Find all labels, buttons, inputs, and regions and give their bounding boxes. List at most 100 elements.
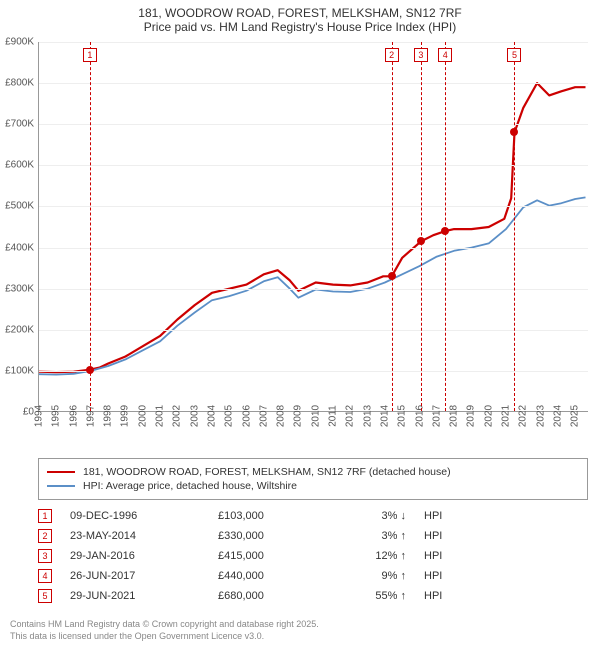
xtick-label: 2006	[241, 405, 252, 427]
sale-point	[388, 272, 396, 280]
gridline-h	[39, 206, 588, 207]
event-marker: 4	[438, 48, 452, 62]
legend-label-hpi: HPI: Average price, detached house, Wilt…	[83, 480, 297, 492]
xtick-label: 1998	[103, 405, 114, 427]
event-marker: 1	[83, 48, 97, 62]
event-marker: 5	[507, 48, 521, 62]
legend-swatch-hpi	[47, 485, 75, 487]
event-hpi-label: HPI	[424, 510, 454, 522]
xtick-label: 2005	[224, 405, 235, 427]
xtick-label: 2007	[258, 405, 269, 427]
xtick-label: 1996	[68, 405, 79, 427]
gridline-h	[39, 289, 588, 290]
event-row: 426-JUN-2017£440,0009% ↑HPI	[38, 566, 588, 586]
event-date: 09-DEC-1996	[70, 510, 200, 522]
xtick-label: 2017	[431, 405, 442, 427]
xtick-label: 2021	[500, 405, 511, 427]
chart-plot-area: £0£100K£200K£300K£400K£500K£600K£700K£80…	[38, 42, 588, 412]
event-price: £330,000	[218, 530, 318, 542]
event-number: 4	[38, 569, 52, 583]
chart-title-block: 181, WOODROW ROAD, FOREST, MELKSHAM, SN1…	[0, 0, 600, 38]
ytick-label: £100K	[0, 365, 34, 376]
xtick-label: 1994	[34, 405, 45, 427]
event-line	[514, 42, 515, 411]
event-delta: 3% ↓	[336, 510, 406, 522]
event-line	[392, 42, 393, 411]
xtick-label: 2003	[189, 405, 200, 427]
legend-row-hpi: HPI: Average price, detached house, Wilt…	[47, 479, 579, 493]
event-line	[421, 42, 422, 411]
events-table: 1 09-DEC-1996 £103,000 3% ↓ HPI 2 23-MAY-2014 £…	[38, 506, 588, 606]
xtick-label: 2002	[172, 405, 183, 427]
event-hpi-label: HPI	[424, 590, 454, 602]
sale-point	[441, 227, 449, 235]
xtick-label: 2000	[137, 405, 148, 427]
xtick-label: 2009	[293, 405, 304, 427]
event-marker: 3	[414, 48, 428, 62]
xtick-label: 2025	[570, 405, 581, 427]
event-delta: 9% ↑	[336, 570, 406, 582]
xtick-label: 2012	[345, 405, 356, 427]
event-hpi-label: HPI	[424, 550, 454, 562]
xtick-label: 2022	[518, 405, 529, 427]
event-date: 23-MAY-2014	[70, 530, 200, 542]
ytick-label: £400K	[0, 242, 34, 253]
xtick-label: 2004	[206, 405, 217, 427]
event-number: 1	[38, 509, 52, 523]
ytick-label: £800K	[0, 78, 34, 89]
event-price: £103,000	[218, 510, 318, 522]
event-price: £680,000	[218, 590, 318, 602]
xtick-label: 2001	[155, 405, 166, 427]
xtick-label: 2015	[397, 405, 408, 427]
event-row: 329-JAN-2016£415,00012% ↑HPI	[38, 546, 588, 566]
xtick-label: 2018	[449, 405, 460, 427]
xtick-label: 2024	[552, 405, 563, 427]
ytick-label: £300K	[0, 283, 34, 294]
footer-attribution: Contains HM Land Registry data © Crown c…	[10, 618, 590, 642]
legend-label-property: 181, WOODROW ROAD, FOREST, MELKSHAM, SN1…	[83, 466, 451, 478]
xtick-label: 1997	[85, 405, 96, 427]
gridline-h	[39, 124, 588, 125]
xtick-label: 2020	[483, 405, 494, 427]
event-line	[90, 42, 91, 411]
title-line-2: Price paid vs. HM Land Registry's House …	[0, 20, 600, 34]
xtick-label: 1999	[120, 405, 131, 427]
footer-line-2: This data is licensed under the Open Gov…	[10, 630, 590, 642]
xtick-label: 2013	[362, 405, 373, 427]
footer-line-1: Contains HM Land Registry data © Crown c…	[10, 618, 590, 630]
xtick-label: 2019	[466, 405, 477, 427]
ytick-label: £900K	[0, 37, 34, 48]
event-delta: 3% ↑	[336, 530, 406, 542]
ytick-label: £600K	[0, 160, 34, 171]
event-price: £415,000	[218, 550, 318, 562]
event-number: 2	[38, 529, 52, 543]
xtick-label: 2011	[328, 405, 339, 427]
legend-swatch-property	[47, 471, 75, 473]
legend-box: 181, WOODROW ROAD, FOREST, MELKSHAM, SN1…	[38, 458, 588, 500]
event-delta: 12% ↑	[336, 550, 406, 562]
event-date: 29-JUN-2021	[70, 590, 200, 602]
gridline-h	[39, 42, 588, 43]
xtick-label: 2014	[379, 405, 390, 427]
event-hpi-label: HPI	[424, 570, 454, 582]
sale-point	[417, 237, 425, 245]
event-number: 5	[38, 589, 52, 603]
ytick-label: £0	[0, 407, 34, 418]
gridline-h	[39, 165, 588, 166]
gridline-h	[39, 83, 588, 84]
event-delta: 55% ↑	[336, 590, 406, 602]
xtick-label: 2010	[310, 405, 321, 427]
event-row: 223-MAY-2014£330,0003% ↑HPI	[38, 526, 588, 546]
series-line-hpi	[39, 197, 586, 374]
sale-point	[510, 128, 518, 136]
event-marker: 2	[385, 48, 399, 62]
event-row: 1 09-DEC-1996 £103,000 3% ↓ HPI	[38, 506, 588, 526]
xtick-label: 2016	[414, 405, 425, 427]
ytick-label: £700K	[0, 119, 34, 130]
xtick-label: 2008	[276, 405, 287, 427]
xtick-label: 2023	[535, 405, 546, 427]
event-date: 29-JAN-2016	[70, 550, 200, 562]
event-date: 26-JUN-2017	[70, 570, 200, 582]
gridline-h	[39, 248, 588, 249]
title-line-1: 181, WOODROW ROAD, FOREST, MELKSHAM, SN1…	[0, 6, 600, 20]
